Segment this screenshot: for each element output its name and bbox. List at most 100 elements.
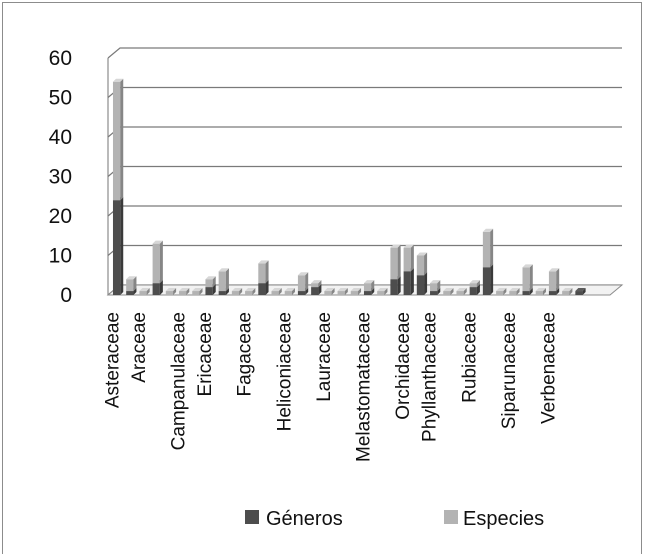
bar-generos	[205, 287, 213, 295]
bar-generos	[430, 291, 438, 295]
bar-side	[305, 272, 309, 292]
bar-side	[424, 272, 428, 295]
bar-top	[403, 244, 414, 248]
bar-side	[397, 276, 401, 295]
bar-generos	[297, 291, 306, 295]
bar-top	[562, 288, 573, 292]
bar-generos	[403, 271, 411, 295]
bar-side	[410, 244, 414, 272]
bar-top	[390, 244, 401, 248]
bar-side	[397, 244, 401, 280]
bar-especies	[165, 291, 174, 295]
bar-generos	[482, 267, 491, 295]
y-tick-label: 60	[49, 47, 72, 70]
bar-side	[556, 268, 560, 292]
bar-especies	[535, 291, 543, 295]
bar-side	[291, 288, 295, 295]
bar-side	[384, 288, 388, 295]
bar-especies	[509, 291, 517, 295]
bar-generos	[258, 283, 266, 295]
bar-side	[529, 288, 533, 295]
y-axis-ticks: 0 10 20 30 40 50 60	[49, 47, 72, 307]
bar-top	[509, 288, 520, 292]
bar-especies	[443, 291, 451, 295]
gridline	[107, 165, 622, 177]
bar-top	[416, 252, 428, 256]
bar-especies	[152, 243, 160, 284]
bar-especies	[126, 279, 134, 292]
bar-top	[112, 78, 124, 82]
chart-bars	[112, 78, 586, 295]
bar-top	[231, 288, 243, 292]
y-tick-label: 30	[49, 166, 72, 189]
y-tick-label: 40	[49, 126, 72, 149]
x-category-label: Ericaceae	[195, 312, 216, 397]
bar-top	[139, 288, 150, 292]
bar-especies	[324, 291, 332, 295]
x-category-label: Phyllanthaceae	[420, 312, 441, 442]
x-category-label: Verbenaceae	[539, 312, 560, 424]
bar-side	[490, 228, 494, 268]
bar-side	[265, 260, 269, 284]
bar-side	[278, 288, 282, 295]
x-category-label: Lauraceae	[314, 312, 335, 402]
bar-top	[469, 280, 480, 284]
bar-side	[358, 288, 362, 295]
bar-especies	[271, 291, 279, 295]
chart-grid	[106, 47, 624, 296]
bar-generos	[126, 291, 134, 295]
x-category-label: Melastomataceae	[354, 312, 375, 462]
x-category-label: Fagaceae	[235, 312, 256, 397]
bar-side	[159, 240, 163, 284]
bar-side	[252, 288, 256, 295]
bar-top	[152, 240, 163, 244]
bar-especies	[192, 291, 200, 295]
bar-generos	[311, 287, 319, 295]
bar-side	[450, 288, 454, 295]
bar-especies	[337, 291, 345, 295]
y-tick-label: 50	[49, 87, 72, 110]
bar-top	[548, 268, 560, 272]
x-category-label: Heliconiaceae	[274, 312, 295, 431]
bar-side	[476, 280, 480, 288]
bar-top	[482, 228, 494, 232]
bar-especies	[430, 283, 438, 292]
bar-generos	[522, 291, 530, 295]
bar-side	[265, 280, 269, 295]
bar-especies	[416, 255, 425, 276]
bar-side	[410, 268, 414, 295]
bar-side	[542, 288, 546, 295]
chart-legend: Géneros Especies	[245, 508, 544, 530]
bar-top	[377, 288, 388, 292]
bar-generos	[469, 287, 477, 295]
bar-top	[271, 288, 282, 292]
bar-side	[463, 288, 467, 295]
bar-side	[120, 78, 124, 201]
bar-especies	[390, 247, 398, 280]
bar-side	[424, 252, 428, 276]
x-category-label: Siparunaceae	[499, 312, 520, 429]
gridline	[107, 126, 622, 138]
legend-swatch-especies	[444, 510, 458, 524]
bar-side	[344, 288, 348, 295]
bar-generos	[112, 200, 121, 295]
bar-generos	[548, 291, 557, 295]
bar-especies	[548, 271, 557, 292]
bar-especies	[482, 231, 491, 268]
gridline	[107, 86, 622, 98]
bar-top	[245, 288, 256, 292]
bar-top	[456, 288, 467, 292]
bar-side	[212, 276, 216, 288]
bar-especies	[231, 291, 240, 295]
x-axis-categories: Asteraceae Araceae Campanulaceae Ericaceae F…	[103, 312, 560, 462]
chart-frame	[2, 2, 642, 554]
bar-especies	[350, 291, 359, 295]
bar-side	[225, 268, 229, 292]
bar-top	[297, 272, 309, 276]
bar-especies	[377, 291, 385, 295]
bar-especies	[311, 283, 319, 288]
gridline	[107, 205, 622, 217]
bar-top	[179, 288, 190, 292]
bar-top	[126, 276, 137, 280]
bar-generos	[575, 291, 583, 295]
